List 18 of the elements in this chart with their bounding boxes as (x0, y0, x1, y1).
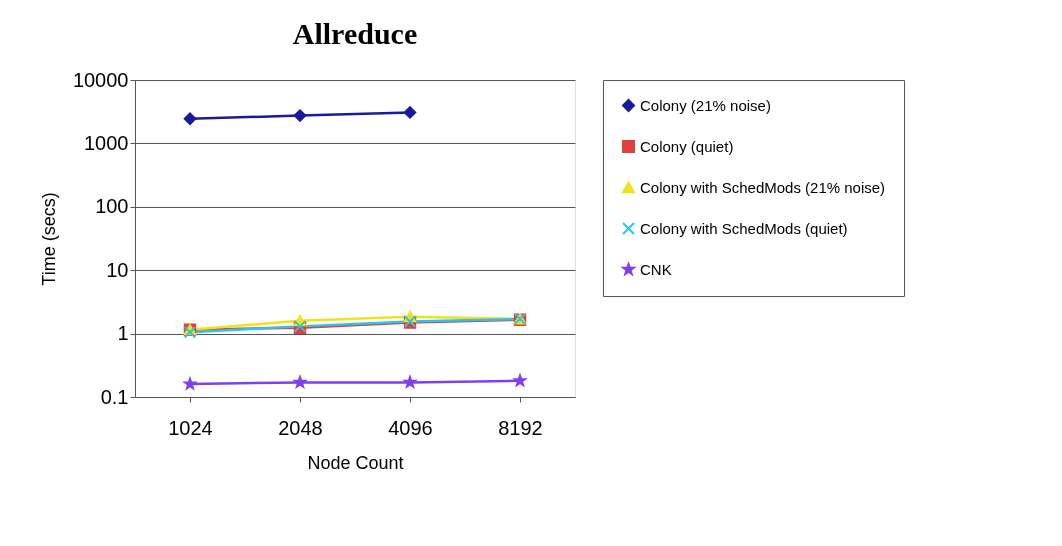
chart-title: Allreduce (292, 17, 418, 50)
y-axis-title: Time (secs) (38, 192, 59, 286)
x-tick-label: 8192 (498, 416, 543, 439)
legend-label: Colony with SchedMods (21% noise) (640, 178, 886, 196)
x-tick-label: 1024 (168, 416, 213, 439)
x-tick-label: 2048 (278, 416, 323, 439)
y-tick-label: 0.1 (100, 385, 129, 408)
y-tick-label: 10 (106, 258, 129, 281)
legend-label: Colony with SchedMods (quiet) (640, 219, 848, 237)
y-tick-label: 1000 (84, 131, 129, 154)
legend-label: Colony (21% noise) (640, 96, 771, 114)
x-axis-title: Node Count (307, 452, 404, 473)
legend-label: Colony (quiet) (640, 137, 734, 155)
y-tick-label: 100 (95, 195, 129, 218)
legend-label: CNK (640, 260, 672, 278)
y-tick-label: 1 (117, 322, 129, 345)
x-tick-label: 4096 (388, 416, 433, 439)
y-tick-label: 10000 (72, 68, 129, 91)
